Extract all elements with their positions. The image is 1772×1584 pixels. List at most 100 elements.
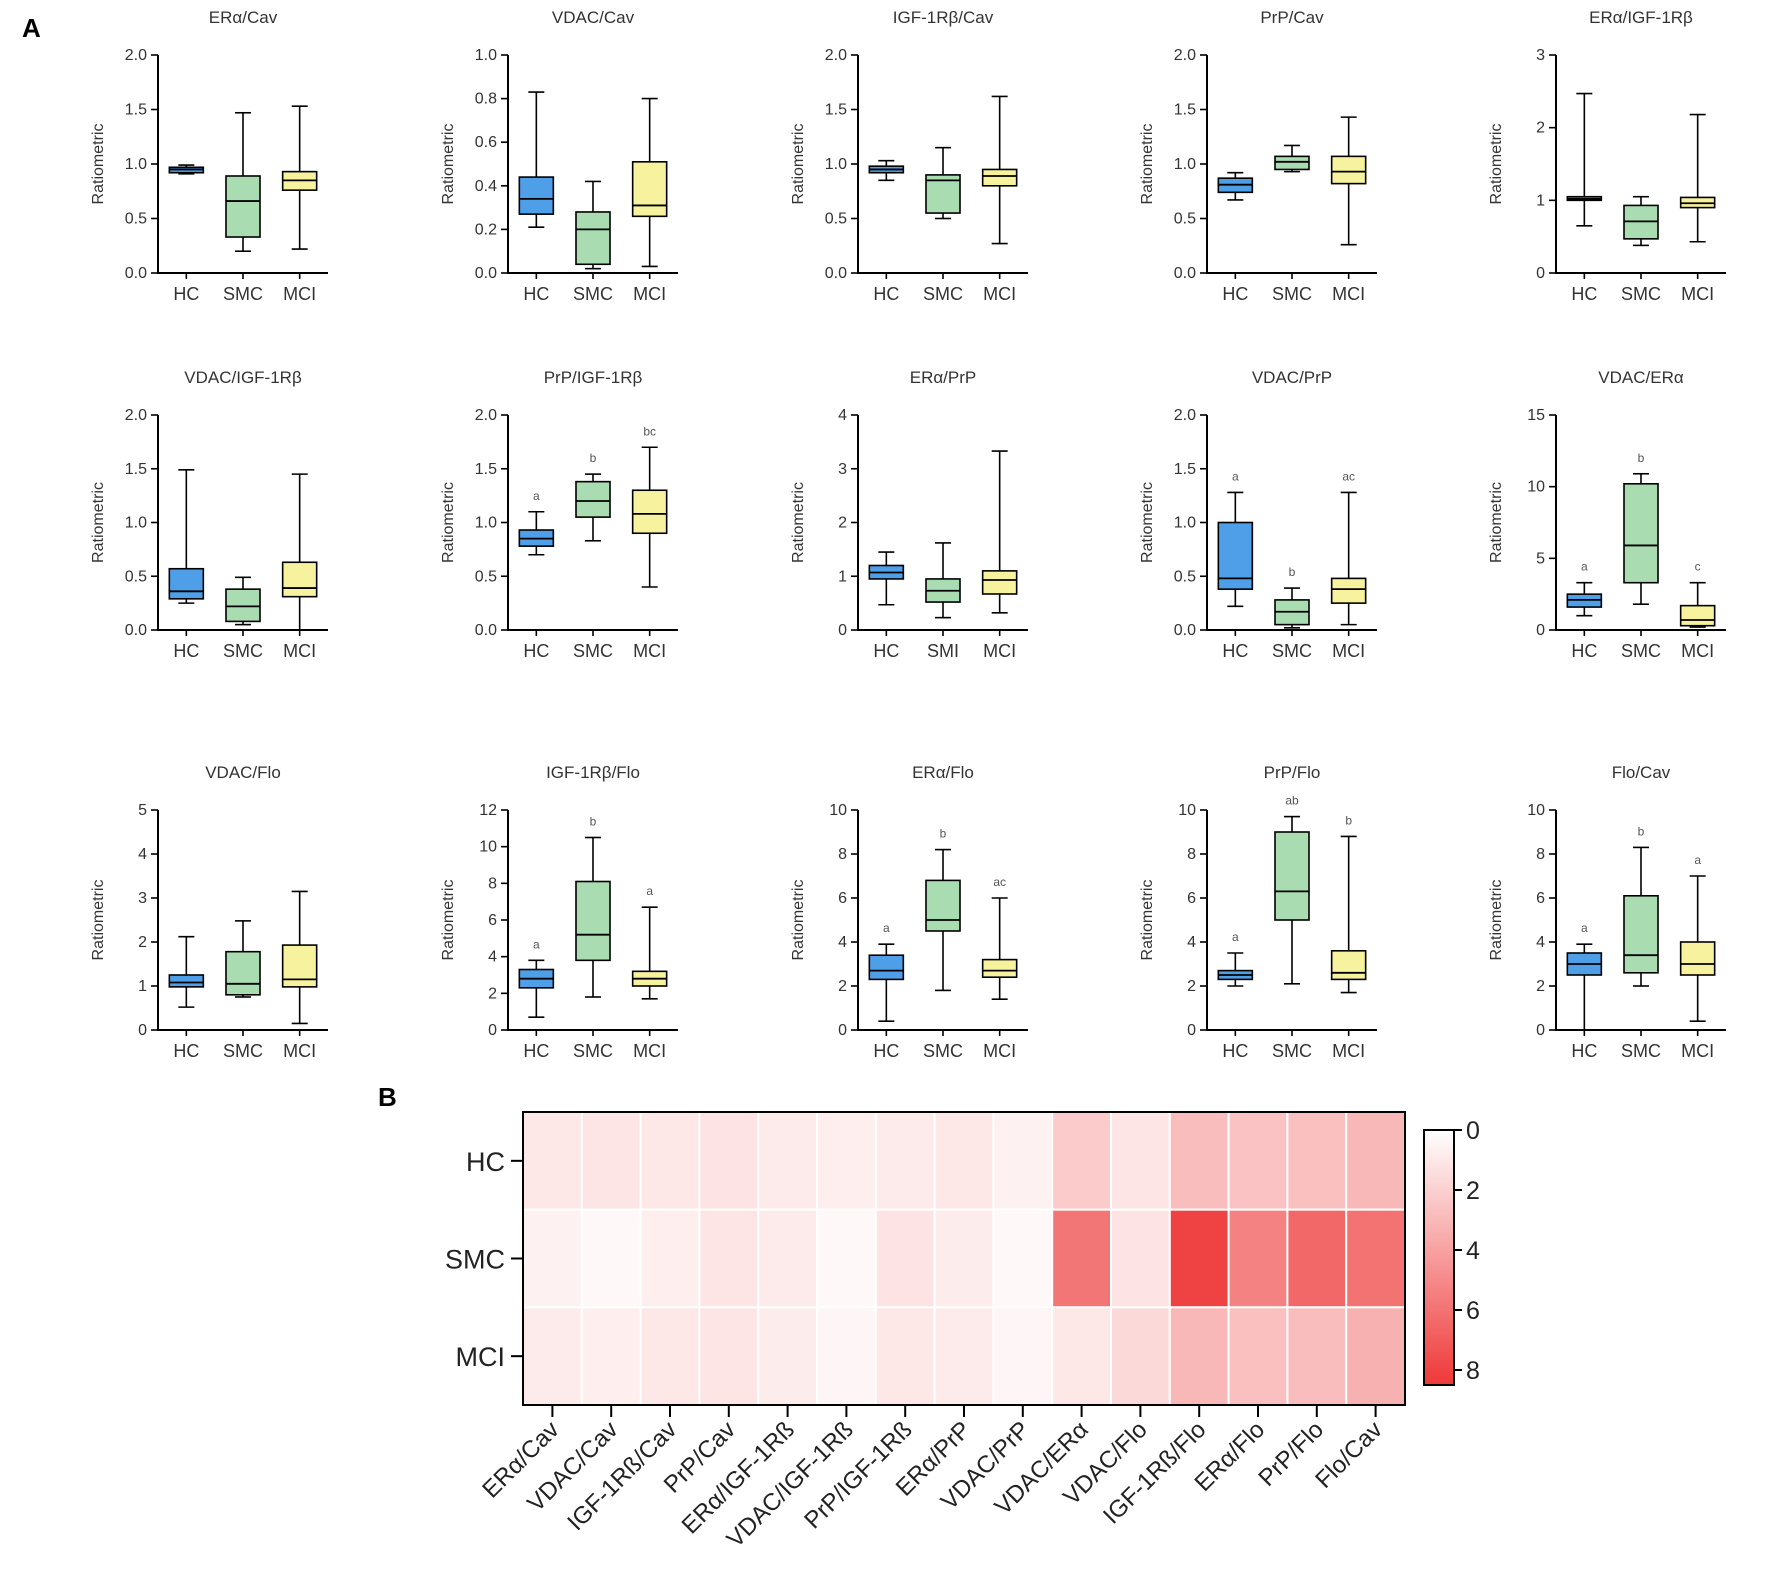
y-tick-label: 10 — [1527, 479, 1545, 496]
box-hc — [1566, 92, 1603, 227]
significance-letter: b — [1638, 451, 1645, 465]
x-tick-label: HC — [523, 1041, 549, 1061]
heatmap-cell — [816, 1306, 877, 1407]
y-tick-label: 2.0 — [125, 47, 147, 64]
box-iqr — [868, 954, 905, 981]
panel-label-a: A — [22, 13, 41, 43]
y-tick-label: 4 — [1187, 934, 1196, 951]
colorbar-tick-label: 0 — [1466, 1117, 1480, 1145]
x-tick-label: HC — [523, 641, 549, 661]
significance-letter: b — [590, 451, 597, 465]
y-tick-label: 0.5 — [825, 211, 847, 228]
heatmap-cell — [874, 1306, 936, 1407]
significance-letter: a — [1694, 853, 1701, 867]
box-mci — [1679, 113, 1716, 243]
box-smc — [1274, 587, 1310, 629]
box-smc — [225, 111, 261, 252]
y-axis-label: Ratiometric — [1139, 124, 1156, 205]
heatmap-cell — [933, 1208, 995, 1309]
x-tick-label: MCI — [633, 284, 666, 304]
box-iqr — [981, 570, 1018, 595]
box-smi — [925, 542, 961, 619]
chart-title: PrP/IGF-1Rβ — [544, 368, 643, 387]
box-iqr — [281, 561, 318, 598]
y-tick-label: 1.5 — [1174, 102, 1196, 119]
x-tick-label: HC — [173, 641, 199, 661]
box-iqr — [1679, 941, 1716, 976]
y-tick-label: 6 — [1536, 890, 1545, 907]
x-tick-label: MCI — [283, 1041, 316, 1061]
y-tick-label: 1 — [138, 978, 147, 995]
box-plot-7: PrP/IGF-1Rβ 0.0 0.5 1.0 1.5 2.0 Ratiometric HC a… — [440, 368, 678, 661]
box-plot-14: PrP/Flo 0 2 4 6 8 10 Ratiometric HC a SMC ab MCI b — [1139, 763, 1377, 1061]
y-tick-label: 2 — [138, 934, 147, 951]
box-hc — [1217, 952, 1254, 987]
box-mci — [981, 450, 1018, 614]
x-tick-label: MCI — [1332, 641, 1365, 661]
heatmap-cell — [933, 1111, 995, 1211]
heatmap-cell — [639, 1111, 701, 1211]
y-tick-label: 12 — [479, 802, 497, 819]
heatmap-cell — [580, 1111, 642, 1211]
significance-letter: ac — [993, 875, 1006, 889]
heatmap-cell — [1110, 1208, 1171, 1309]
y-tick-label: 1.5 — [1174, 461, 1196, 478]
y-tick-label: 1.0 — [125, 156, 147, 173]
box-hc — [168, 935, 205, 1008]
x-tick-label: SMC — [1272, 641, 1312, 661]
y-tick-label: 1.0 — [475, 47, 497, 64]
y-tick-label: 4 — [838, 934, 847, 951]
y-tick-label: 0 — [138, 1022, 147, 1039]
y-tick-label: 2.0 — [1174, 407, 1196, 424]
box-iqr — [981, 168, 1018, 187]
y-tick-label: 6 — [838, 890, 847, 907]
box-smc — [1623, 195, 1659, 247]
box-smc — [925, 848, 961, 992]
heatmap-cell — [816, 1208, 877, 1309]
colorbar — [1423, 1129, 1455, 1386]
y-tick-label: 8 — [1536, 846, 1545, 863]
x-tick-label: SMC — [1272, 284, 1312, 304]
significance-letter: a — [1232, 469, 1239, 483]
heatmap-cell — [1110, 1306, 1171, 1407]
y-tick-label: 2 — [1536, 120, 1545, 137]
significance-letter: ab — [1285, 794, 1299, 808]
box-hc — [168, 164, 205, 175]
heatmap-cell — [1286, 1208, 1348, 1309]
y-tick-label: 2 — [838, 515, 847, 532]
significance-letter: b — [1638, 824, 1645, 838]
chart-title: VDAC/IGF-1Rβ — [184, 368, 302, 387]
box-iqr — [1330, 949, 1367, 981]
chart-title: PrP/Cav — [1260, 8, 1324, 27]
y-tick-label: 1.0 — [475, 515, 497, 532]
y-tick-label: 0.5 — [125, 568, 147, 585]
chart-title: VDAC/ERα — [1598, 368, 1684, 387]
y-tick-label: 0 — [838, 622, 847, 639]
box-hc — [518, 959, 555, 1018]
heatmap-cell — [1227, 1306, 1289, 1407]
y-tick-label: 0 — [1536, 1022, 1545, 1039]
heatmap-cell — [816, 1111, 877, 1211]
box-mci — [1679, 581, 1716, 628]
box-plot-5: ERα/IGF-1Rβ 0 1 2 3 Ratiometric HC SMC MCI — [1488, 8, 1726, 304]
box-mci — [631, 446, 668, 588]
x-tick-label: SMC — [1621, 1041, 1661, 1061]
y-tick-label: 1 — [1536, 192, 1545, 209]
heatmap-cell — [698, 1208, 760, 1309]
x-tick-label: SMC — [923, 1041, 963, 1061]
y-tick-label: 0.5 — [1174, 211, 1196, 228]
box-mci — [631, 906, 668, 1000]
box-iqr — [925, 879, 961, 932]
significance-letter: c — [1695, 560, 1701, 574]
chart-title: VDAC/Flo — [205, 763, 281, 782]
y-tick-label: 4 — [138, 846, 147, 863]
x-tick-label: MCI — [1681, 641, 1714, 661]
y-tick-label: 2.0 — [825, 47, 847, 64]
heatmap-cell — [639, 1208, 701, 1309]
significance-letter: bc — [643, 424, 656, 438]
significance-letter: a — [1581, 560, 1588, 574]
y-tick-label: 0.6 — [475, 134, 497, 151]
box-iqr — [981, 958, 1018, 978]
heatmap-cell — [992, 1111, 1054, 1211]
